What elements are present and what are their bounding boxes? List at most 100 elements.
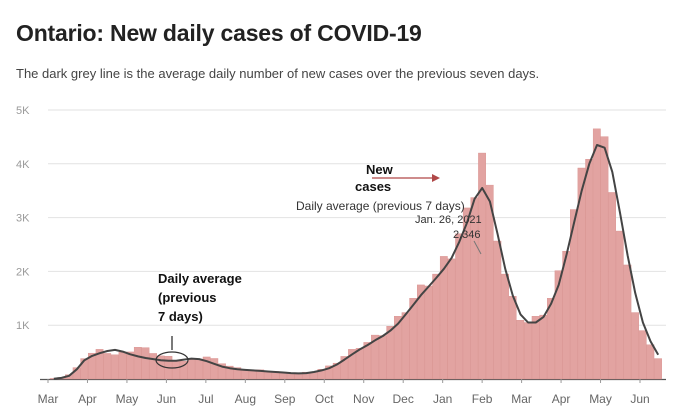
case-bar [447,258,456,380]
case-bar [432,273,441,380]
case-bar [233,367,242,380]
x-tick-label: Aug [235,392,256,406]
case-bar [439,256,448,380]
x-tick-label: Jul [198,392,213,406]
case-bar [631,312,639,380]
y-tick-label: 4K [16,159,30,171]
new-cases-arrowhead [432,174,440,182]
case-bar [524,322,532,380]
case-bar [547,298,555,380]
case-bar [118,351,127,380]
case-bar [539,314,548,380]
case-bar [241,369,249,380]
case-bar [195,358,203,380]
average-line-group [53,144,660,380]
x-tick-label: Jun [630,392,649,406]
case-bar [623,264,632,380]
case-bar [378,335,387,380]
case-bar [355,348,364,380]
case-bar [455,233,464,380]
case-bar [394,316,402,380]
mid-daily-average-label: Daily average (previous 7 days) [296,199,465,213]
left-annotation-line-2: (previous [158,290,217,305]
case-bar [577,167,586,380]
case-bar [110,354,119,380]
case-bar [286,373,295,380]
case-bar [608,192,617,380]
case-bar [149,353,157,380]
case-bar [462,207,471,380]
case-bar [585,159,594,380]
case-bar [592,128,601,380]
x-tick-label: Mar [511,392,532,406]
case-bar [88,352,96,380]
case-bar [600,136,609,380]
x-tick-label: Sep [274,392,296,406]
case-bar [126,351,135,380]
case-bar [485,184,494,380]
y-tick-label: 2K [16,266,30,278]
case-bar [340,356,349,380]
x-tick-label: Apr [78,392,97,406]
case-bar [531,316,540,380]
case-bar [615,230,624,380]
x-tick-label: Apr [552,392,571,406]
case-bar [133,347,142,380]
case-bar [401,312,410,380]
case-bar [179,361,188,380]
bar-series [49,128,662,380]
case-bar [218,363,226,380]
case-bar [103,353,112,380]
case-bar [348,349,356,380]
left-annotation-line-3: 7 days) [158,309,203,324]
x-tick-label: Feb [472,392,493,406]
case-bar [325,365,333,380]
case-bar [493,240,502,380]
x-tick-label: Nov [353,392,374,406]
case-bar [187,358,196,380]
case-bar [141,347,150,380]
left-annotation-line-1: Daily average [158,271,242,286]
case-bar [386,326,395,380]
peak-value-label: 2,346 [453,229,481,241]
average-line [53,144,660,380]
case-bar [570,209,578,380]
x-tick-label: Jun [157,392,176,406]
y-tick-label: 1K [16,320,30,332]
case-bar [202,356,211,380]
case-bar [225,365,234,380]
y-axis-ticks: 1K 2K 3K 4K 5K [16,105,30,332]
case-bar [363,342,372,380]
case-bar [409,298,418,380]
case-bar [638,330,647,380]
peak-date-label: Jan. 26, 2021 [415,214,482,226]
x-axis-ticks: Mar Apr May Jun Jul Aug Sep Oct Nov Dec Jan Feb Mar A… [38,379,650,406]
case-bar [256,369,265,380]
x-tick-label: Dec [393,392,414,406]
peak-leader-line [473,240,482,255]
case-bar [508,296,517,380]
case-bar [424,285,433,380]
case-bar [95,349,104,380]
case-bar [478,152,486,380]
y-tick-label: 5K [16,105,30,117]
case-bar [210,358,219,380]
x-tick-label: Oct [315,392,334,406]
new-cases-line-2: cases [355,179,391,194]
case-bar [317,369,326,380]
case-bar [417,284,425,380]
chart-title: Ontario: New daily cases of COVID-19 [16,20,422,46]
chart-subtitle: The dark grey line is the average daily … [16,66,540,81]
case-bar [80,358,89,380]
case-bar [172,360,180,380]
case-bar [562,251,571,380]
case-bar [654,358,662,380]
x-tick-label: May [589,392,612,406]
case-bar [332,362,341,380]
x-tick-label: Jan [433,392,452,406]
x-tick-label: Mar [38,392,59,406]
case-bar [371,334,379,380]
case-bar [516,320,525,380]
new-cases-line-1: New [366,162,394,177]
